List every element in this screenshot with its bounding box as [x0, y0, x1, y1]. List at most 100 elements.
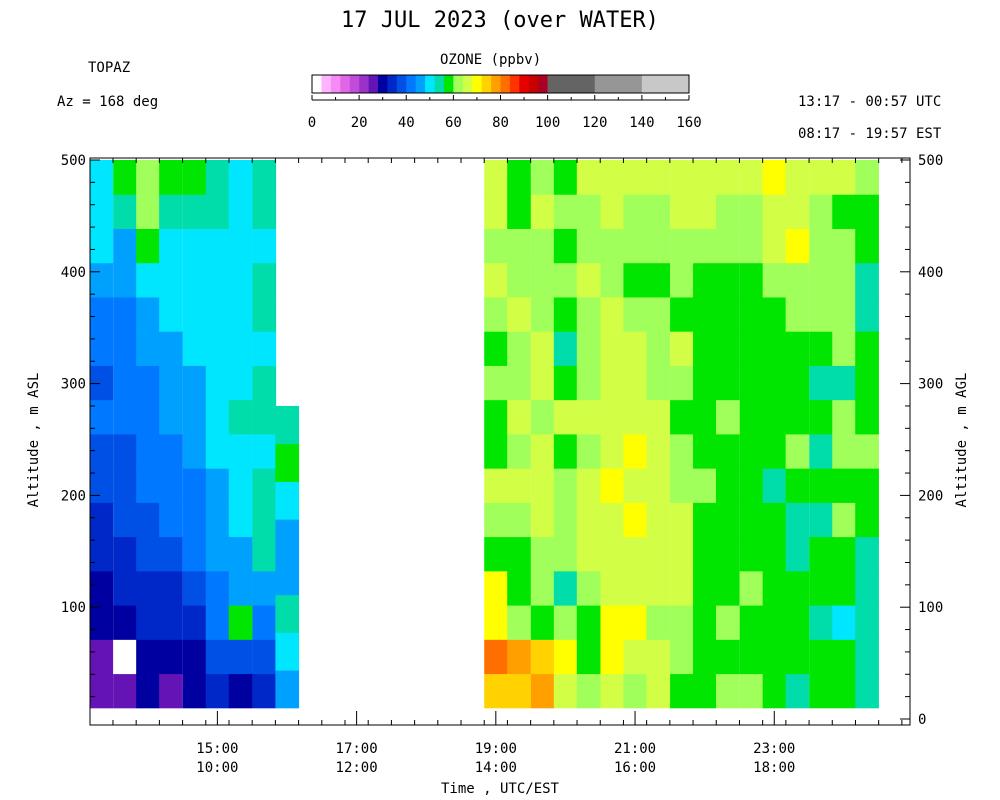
y-tick-label-left: 400 — [61, 265, 86, 281]
ozone-cell — [739, 228, 764, 264]
ozone-cell — [693, 468, 717, 503]
ozone-cell — [252, 365, 277, 401]
ozone-cell — [530, 433, 555, 469]
ozone-cell — [228, 570, 253, 606]
colorbar-bin — [481, 75, 492, 93]
ozone-cell — [182, 296, 207, 332]
ozone-cell — [228, 160, 253, 195]
y-tick-label-left: 100 — [61, 600, 86, 616]
ozone-cell — [809, 365, 834, 401]
ozone-cell — [252, 160, 277, 195]
ozone-cell — [252, 399, 277, 435]
ozone-cell — [670, 194, 694, 229]
x-tick-label-utc: 19:00 — [475, 741, 517, 757]
ozone-cell — [484, 605, 508, 640]
ozone-cell — [832, 228, 856, 264]
ozone-cell — [670, 639, 694, 675]
ozone-cell — [530, 262, 555, 298]
ozone-cell — [182, 228, 207, 264]
ozone-cell — [646, 365, 671, 401]
ozone-cell — [670, 673, 694, 709]
ozone-cell — [252, 570, 277, 606]
ozone-cell — [739, 296, 764, 332]
ozone-cell — [89, 433, 114, 469]
ozone-cell — [113, 673, 137, 709]
ozone-cell — [576, 570, 601, 606]
ozone-cell — [484, 296, 508, 332]
ozone-cell — [739, 399, 764, 435]
ozone-cell — [600, 228, 625, 264]
ozone-cell — [809, 536, 834, 572]
ozone-cell — [762, 605, 787, 640]
ozone-cell — [716, 331, 740, 366]
ozone-cell — [275, 443, 300, 482]
ozone-cell — [182, 570, 207, 606]
ozone-cell — [576, 296, 601, 332]
ozone-cell — [785, 194, 810, 229]
ozone-cell — [693, 331, 717, 366]
ozone-cell — [89, 262, 114, 298]
colorbar-bin — [312, 75, 322, 93]
ozone-cell — [785, 605, 810, 640]
x-tick-label-local: 10:00 — [196, 760, 238, 776]
ozone-cell — [785, 160, 810, 195]
ozone-cell — [553, 331, 578, 366]
ozone-cell — [832, 639, 856, 675]
ozone-cell — [275, 481, 300, 520]
ozone-cell — [600, 605, 625, 640]
ozone-cell — [89, 605, 114, 640]
x-tick-label-local: 18:00 — [753, 760, 795, 776]
ozone-cell — [228, 433, 253, 469]
ozone-cell — [136, 331, 160, 366]
ozone-cell — [252, 433, 277, 469]
ozone-cell — [530, 639, 555, 675]
ozone-cell — [159, 673, 183, 709]
ozone-cell — [762, 228, 787, 264]
ozone-cell — [553, 468, 578, 503]
ozone-cell — [228, 331, 253, 366]
ozone-cell — [159, 160, 183, 195]
ozone-cell — [832, 296, 856, 332]
colorbar-tick-label: 60 — [445, 115, 462, 131]
ozone-cell — [484, 673, 508, 709]
ozone-cell — [693, 228, 717, 264]
colorbar-bin — [425, 75, 435, 93]
colorbar-bin — [528, 75, 539, 93]
ozone-cell — [576, 502, 601, 538]
ozone-cell — [484, 639, 508, 675]
ozone-cell — [530, 468, 555, 503]
ozone-cell — [228, 605, 253, 640]
ozone-cell — [855, 673, 879, 709]
ozone-cell — [553, 605, 578, 640]
ozone-cell — [832, 399, 856, 435]
ozone-cell — [762, 194, 787, 229]
ozone-cell — [762, 536, 787, 572]
ozone-cell — [623, 331, 648, 366]
ozone-cell — [136, 673, 160, 709]
colorbar-tick-label: 140 — [629, 115, 654, 131]
ozone-cell — [89, 399, 114, 435]
ozone-cell — [182, 468, 207, 503]
y-tick-label-right: 300 — [918, 377, 943, 393]
ozone-cell — [693, 433, 717, 469]
ozone-cell — [228, 399, 253, 435]
ozone-cell — [530, 194, 555, 229]
ozone-cell — [600, 536, 625, 572]
ozone-cell — [739, 605, 764, 640]
y-tick-label-left: 500 — [61, 153, 86, 169]
ozone-cell — [693, 194, 717, 229]
ozone-cell — [670, 399, 694, 435]
ozone-cell — [576, 673, 601, 709]
colorbar-title: OZONE (ppbv) — [440, 52, 542, 68]
ozone-cell — [600, 262, 625, 298]
ozone-cell — [646, 570, 671, 606]
ozone-cell — [530, 365, 555, 401]
y-tick-label-right: 500 — [918, 153, 943, 169]
ozone-cell — [670, 468, 694, 503]
ozone-cell — [670, 605, 694, 640]
ozone-cell — [762, 160, 787, 195]
colorbar-tick-label: 160 — [676, 115, 701, 131]
ozone-cell — [182, 399, 207, 435]
ozone-cell — [89, 365, 114, 401]
ozone-cell — [693, 570, 717, 606]
